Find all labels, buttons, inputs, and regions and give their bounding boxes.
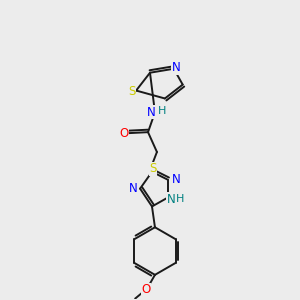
Text: N: N bbox=[147, 106, 155, 119]
Text: O: O bbox=[120, 127, 129, 140]
Text: N: N bbox=[171, 173, 180, 186]
Text: N: N bbox=[129, 182, 137, 195]
Text: H: H bbox=[158, 106, 166, 116]
Text: H: H bbox=[176, 194, 184, 203]
Text: N: N bbox=[167, 193, 175, 206]
Text: O: O bbox=[141, 283, 151, 296]
Text: N: N bbox=[171, 61, 180, 74]
Text: S: S bbox=[128, 85, 136, 98]
Text: S: S bbox=[149, 162, 157, 175]
